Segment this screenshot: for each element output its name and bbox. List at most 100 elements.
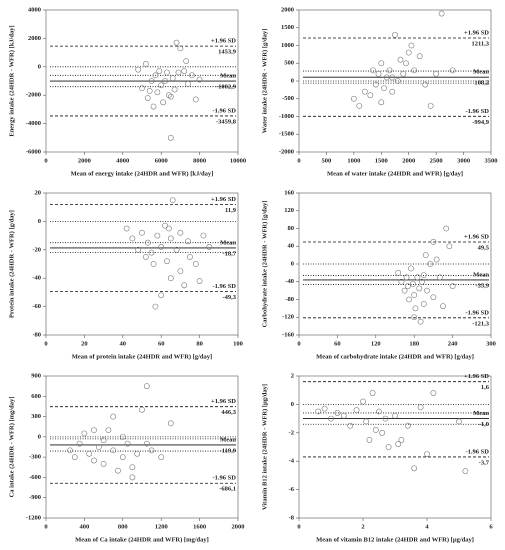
point (67, 447, 73, 454)
x-axis-label: Mean of protein intake (24HDR and WFR) [… (72, 353, 212, 360)
line-value-label: 1,6 (481, 384, 490, 391)
point (361, 88, 368, 95)
point (143, 383, 150, 390)
y-tick-label: -300 (29, 454, 41, 461)
point (456, 418, 462, 425)
x-tick-label: 40 (120, 340, 127, 347)
line-label: -1.96 SD (213, 283, 237, 290)
point (148, 249, 155, 256)
point (353, 407, 360, 413)
point (169, 75, 176, 82)
point (189, 72, 195, 79)
point (119, 433, 126, 440)
point (404, 283, 411, 290)
x-tick-label: 3500 (485, 157, 498, 164)
line-value-label: -686,1 (219, 486, 236, 493)
point (411, 292, 418, 298)
point (360, 398, 366, 405)
y-tick-label: 500 (284, 60, 294, 67)
y-tick-label: -8 (289, 514, 295, 521)
point (196, 76, 203, 83)
y-tick-label: -2000 (26, 92, 41, 99)
point (123, 225, 130, 232)
point (177, 45, 184, 52)
x-tick-label: 60 (158, 340, 165, 347)
point (438, 10, 445, 17)
point (156, 68, 163, 74)
point (115, 467, 121, 474)
plot-frame (45, 375, 239, 519)
point (142, 61, 149, 67)
y-tick-label: -160 (282, 331, 294, 338)
point (154, 232, 161, 239)
x-tick-label: 0 (297, 523, 300, 530)
point (427, 102, 434, 109)
y-tick-label: -2 (289, 429, 294, 436)
point (400, 71, 407, 77)
point (129, 474, 136, 481)
point (175, 69, 182, 76)
point (385, 444, 392, 450)
point (417, 318, 424, 325)
point (144, 95, 151, 101)
y-tick-label: 2000 (28, 35, 41, 42)
point (143, 440, 150, 447)
x-tick-label: 3000 (457, 157, 470, 164)
point (164, 69, 170, 76)
y-tick-label: 40 (288, 243, 295, 250)
point (403, 60, 409, 67)
point (158, 292, 165, 299)
y-tick-label: 0 (38, 63, 41, 70)
x-tick-label: 240 (448, 340, 458, 347)
line-value-label: -18,7 (222, 250, 236, 257)
y-tick-label: 1000 (281, 42, 294, 49)
point (395, 441, 402, 448)
point (440, 303, 446, 310)
line-label: -1.96 SD (466, 448, 490, 455)
point (363, 418, 370, 425)
point (177, 268, 184, 274)
y-tick-label: -80 (32, 331, 41, 338)
x-tick-label: 2000 (232, 523, 245, 530)
point (443, 225, 450, 232)
line-label: +1.96 SD (211, 38, 236, 45)
y-tick-label: -6000 (26, 148, 41, 155)
point (158, 454, 165, 461)
y-tick-label: 0 (291, 260, 294, 267)
point (462, 468, 469, 475)
point (430, 294, 437, 301)
point (164, 258, 170, 265)
point (420, 272, 427, 278)
y-tick-label: -900 (29, 494, 41, 501)
y-tick-label: -40 (32, 275, 41, 282)
y-tick-label: 900 (31, 372, 41, 379)
point (328, 415, 334, 422)
point (100, 461, 107, 467)
point (154, 89, 161, 96)
point (91, 457, 97, 464)
point (334, 410, 341, 416)
point (321, 405, 328, 412)
point (416, 53, 423, 60)
y-tick-label: 160 (284, 189, 294, 196)
x-tick-label: 0 (44, 157, 47, 164)
point (110, 413, 117, 420)
x-tick-label: 8000 (193, 157, 206, 164)
point (417, 404, 424, 411)
x-axis-label: Mean of water intake (24HDR and WFR) [g/… (327, 170, 463, 177)
point (389, 88, 396, 95)
y-axis-label: Carbohydrate intake (24HDR - WFR) [g/day… (261, 201, 268, 328)
point (91, 427, 97, 433)
point (139, 406, 145, 413)
x-tick-label: 20 (81, 340, 88, 347)
x-tick-label: 2000 (402, 157, 415, 164)
plot-frame (45, 192, 239, 336)
x-tick-label: 1500 (375, 157, 388, 164)
point (422, 252, 429, 259)
point (449, 67, 456, 74)
point (403, 274, 410, 281)
line-label: Mean (473, 69, 489, 76)
point (449, 283, 456, 290)
line-label: +1.96 SD (211, 196, 236, 203)
point (375, 71, 382, 77)
